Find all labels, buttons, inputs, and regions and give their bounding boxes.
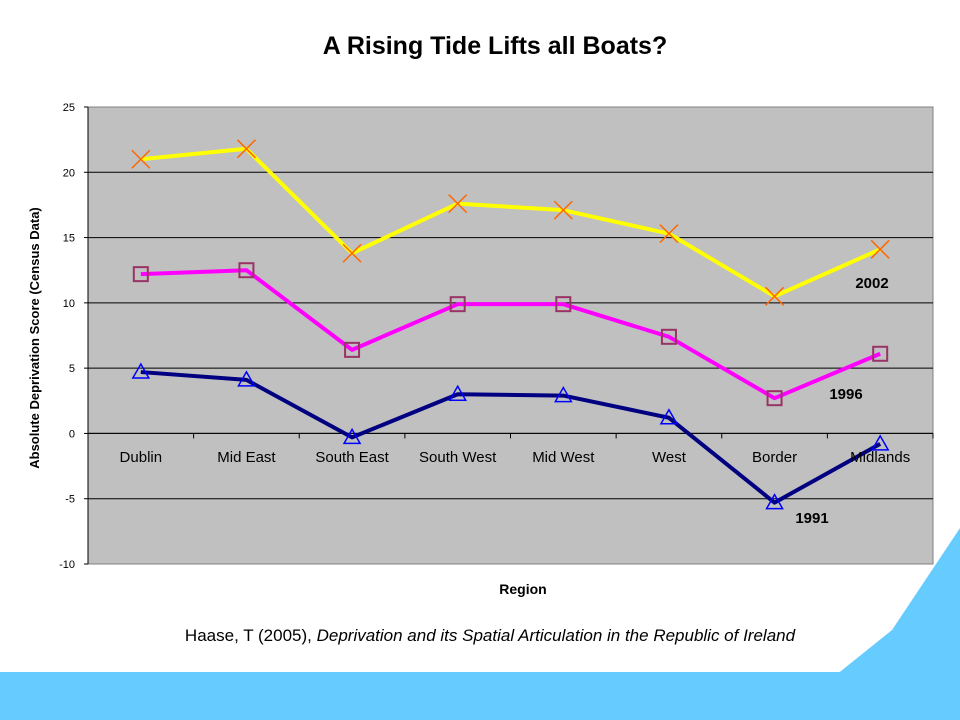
data-point-2002 — [342, 243, 362, 263]
citation: Haase, T (2005), Deprivation and its Spa… — [0, 626, 960, 646]
data-point-2002 — [659, 224, 679, 244]
data-point-1991 — [870, 434, 890, 451]
data-point-1991 — [659, 408, 679, 425]
data-point-1991 — [554, 386, 573, 403]
series-line-2002 — [140, 146, 882, 299]
data-point-1991 — [237, 370, 256, 387]
x-tick-label: West — [652, 449, 687, 466]
y-tick-label: -5 — [65, 494, 75, 506]
axes: -10 -5 0 5 10 15 20 25 — [59, 102, 934, 571]
data-point-2002 — [448, 194, 468, 214]
series-line-1996 — [140, 268, 881, 401]
x-tick-label: Mid East — [217, 449, 276, 466]
y-tick-label: 10 — [63, 298, 75, 310]
y-tick-label: -10 — [59, 559, 75, 571]
x-tick-label: Mid West — [532, 449, 595, 466]
data-point-1996 — [766, 390, 783, 407]
y-tick-label: 5 — [69, 363, 75, 375]
data-point-1996 — [872, 345, 889, 362]
citation-title: Deprivation and its Spatial Articulation… — [316, 626, 796, 645]
plot-area — [87, 106, 934, 565]
series-label-2002: 2002 — [855, 275, 888, 292]
data-point-1996 — [238, 262, 255, 279]
data-point-1996 — [132, 266, 149, 283]
data-point-2002 — [236, 139, 256, 159]
x-tick-label: Border — [752, 449, 797, 466]
y-tick-label: 20 — [63, 167, 75, 179]
slide-title: A Rising Tide Lifts all Boats? — [322, 32, 668, 60]
x-tick-label: South East — [315, 449, 389, 466]
data-point-2002 — [131, 149, 151, 169]
series-label-1996: 1996 — [829, 386, 862, 403]
series-labels: 2002 1996 1991 — [795, 275, 888, 527]
x-tick-label: South West — [419, 449, 497, 466]
data-point-1991 — [448, 384, 467, 402]
data-point-2002 — [765, 286, 785, 306]
y-tick-label: 25 — [63, 102, 75, 114]
x-tick-label: Dublin — [120, 449, 163, 466]
data-point-2002 — [553, 200, 573, 220]
data-point-1991 — [131, 362, 151, 379]
data-point-1996 — [555, 296, 572, 313]
series-label-1991: 1991 — [795, 510, 828, 527]
y-tick-label: 15 — [63, 233, 75, 245]
data-point-1996 — [660, 328, 677, 345]
x-axis-label: Region — [499, 581, 546, 597]
data-point-1991 — [765, 493, 784, 510]
series-lines — [131, 139, 890, 510]
y-tick-label: 0 — [69, 428, 75, 440]
footer-band — [0, 672, 960, 720]
data-point-1996 — [344, 341, 361, 358]
data-point-2002 — [870, 239, 890, 259]
category-labels: Dublin Mid East South East South West Mid We… — [120, 449, 911, 466]
x-tick-label: Midlands — [850, 449, 910, 466]
citation-authors: Haase, T (2005), — [184, 626, 317, 645]
series-line-1991 — [140, 370, 882, 505]
data-point-1996 — [449, 296, 466, 313]
y-axis-label: Absolute Deprivation Score (Census Data) — [27, 207, 42, 469]
data-point-1991 — [342, 427, 362, 445]
